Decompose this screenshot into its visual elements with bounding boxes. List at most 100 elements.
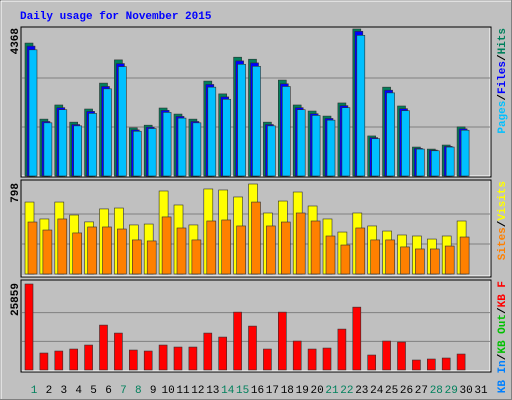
x-tick-label: 31 xyxy=(474,385,488,397)
bar xyxy=(337,328,347,371)
bar xyxy=(266,225,276,275)
bar xyxy=(307,348,317,371)
legend: Sites/Visits xyxy=(497,181,509,260)
bar xyxy=(69,348,78,371)
x-tick-label: 5 xyxy=(90,385,97,397)
bar xyxy=(441,357,451,371)
x-tick-label: 19 xyxy=(296,385,309,397)
legend: KB In/KB Out/KB F xyxy=(497,281,509,393)
x-tick-label: 1 xyxy=(31,385,38,397)
bar xyxy=(445,146,455,177)
x-tick-label: 18 xyxy=(281,385,294,397)
bar xyxy=(39,352,49,371)
bar xyxy=(132,239,142,275)
bar xyxy=(281,86,291,177)
x-tick-label: 17 xyxy=(266,385,279,397)
legend-separator: / xyxy=(497,307,509,314)
bar xyxy=(277,311,287,371)
bar xyxy=(456,353,466,371)
x-tick-label: 7 xyxy=(120,385,127,397)
bar xyxy=(397,341,406,371)
bar xyxy=(459,236,470,275)
bar xyxy=(27,221,38,275)
bar xyxy=(84,344,93,371)
bar xyxy=(58,109,68,177)
bar xyxy=(203,332,213,371)
bar xyxy=(416,148,425,177)
legend-entry: Hits xyxy=(497,28,509,54)
x-tick-label: 3 xyxy=(60,385,67,397)
legend-separator: / xyxy=(497,54,509,61)
x-tick-label: 23 xyxy=(355,385,368,397)
x-tick-label: 22 xyxy=(340,385,353,397)
bar xyxy=(57,218,68,275)
bar xyxy=(87,226,97,275)
x-tick-label: 29 xyxy=(445,385,458,397)
bar xyxy=(188,346,198,371)
bar xyxy=(429,248,440,275)
bar xyxy=(117,228,127,275)
bar xyxy=(118,66,127,177)
bar xyxy=(267,125,276,177)
bar xyxy=(221,219,231,275)
x-tick-label: 30 xyxy=(459,385,472,397)
bar xyxy=(191,239,202,275)
bar xyxy=(352,306,362,371)
bar xyxy=(54,350,64,371)
bar xyxy=(207,86,217,177)
bar xyxy=(460,129,470,177)
bar xyxy=(129,349,138,371)
bar xyxy=(103,88,112,177)
x-tick-label: 27 xyxy=(415,385,428,397)
x-tick-label: 25 xyxy=(385,385,398,397)
bar xyxy=(385,239,395,275)
x-tick-label: 13 xyxy=(206,385,219,397)
x-tick-label: 11 xyxy=(176,385,190,397)
bar xyxy=(325,235,336,275)
x-tick-label: 21 xyxy=(325,385,339,397)
legend-entry: KB In xyxy=(497,360,509,393)
x-tick-label: 26 xyxy=(400,385,413,397)
x-tick-label: 12 xyxy=(191,385,204,397)
bar xyxy=(248,325,257,371)
bar xyxy=(341,107,351,177)
legend-entry: KB Out xyxy=(497,314,509,354)
y-tick-label: 25859 xyxy=(10,283,22,316)
x-tick-label: 24 xyxy=(370,385,384,397)
bar xyxy=(42,229,53,275)
x-tick-label: 8 xyxy=(135,385,142,397)
bar xyxy=(370,239,381,275)
bar xyxy=(444,245,455,275)
bar xyxy=(99,324,108,371)
bar xyxy=(102,226,112,275)
bar xyxy=(251,201,261,275)
chart-title: Daily usage for November 2015 xyxy=(20,11,212,23)
bar xyxy=(146,240,157,275)
bar xyxy=(400,246,410,275)
bar xyxy=(292,340,302,371)
legend-separator: / xyxy=(497,220,509,227)
bar xyxy=(263,348,272,371)
x-tick-label: 2 xyxy=(46,385,53,397)
x-tick-label: 28 xyxy=(430,385,443,397)
y-tick-label: 798 xyxy=(10,183,22,203)
bar xyxy=(237,63,246,177)
x-tick-label: 14 xyxy=(221,385,235,397)
legend-entry: Pages xyxy=(497,101,509,134)
bar xyxy=(340,244,351,275)
x-tick-label: 4 xyxy=(75,385,82,397)
bar xyxy=(222,98,231,177)
bar xyxy=(158,344,168,371)
bar xyxy=(43,122,53,177)
bar xyxy=(322,347,332,371)
bar xyxy=(177,117,187,177)
bar xyxy=(280,221,291,275)
bar xyxy=(311,115,321,177)
bar xyxy=(401,110,410,177)
bar xyxy=(415,248,425,275)
bar xyxy=(233,311,242,371)
bar xyxy=(114,332,123,371)
bar xyxy=(426,358,436,371)
bar xyxy=(143,350,153,371)
